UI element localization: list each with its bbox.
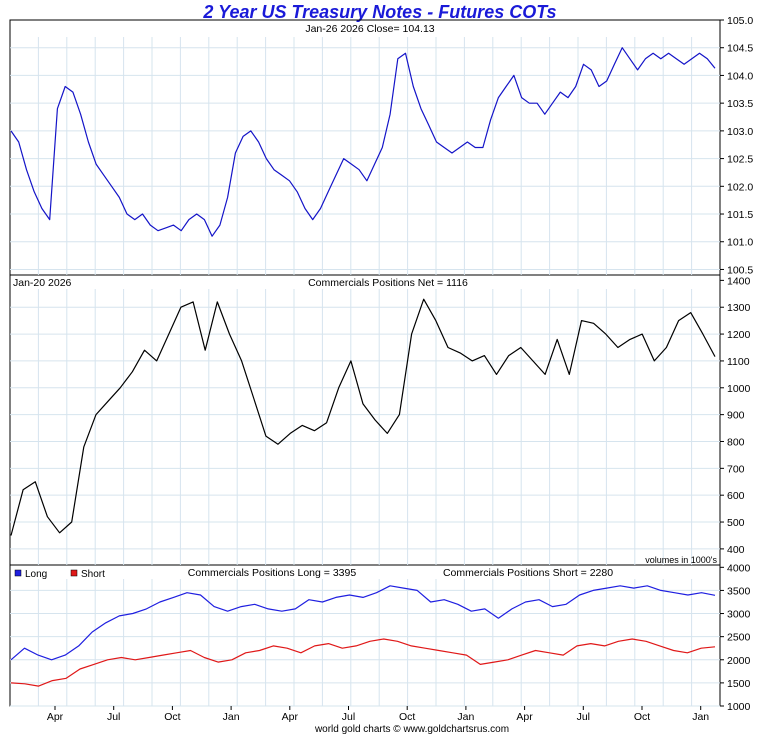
x-tick-label: Jan (223, 711, 240, 723)
long-legend-label: Long (25, 569, 47, 580)
y-tick-label: 104.5 (727, 43, 753, 55)
x-tick-label: Jul (577, 711, 590, 723)
long-legend-swatch (14, 569, 22, 577)
long-header: Commercials Positions Long = 3395 (188, 567, 357, 579)
y-tick-label: 103.0 (727, 126, 753, 138)
y-tick-label: 1200 (727, 329, 751, 341)
y-tick-labels: 105.0 104.5 104.0 103.5 103.0 102.5 102.0 101.5… (720, 15, 753, 713)
longshort-panel-frame (9, 564, 721, 707)
x-tick-label: Apr (516, 711, 533, 723)
net-date-label: Jan-20 2026 (13, 277, 72, 289)
y-tick-label: 700 (727, 463, 745, 475)
y-tick-label: 400 (727, 544, 745, 556)
x-tick-label: Oct (634, 711, 650, 723)
x-tick-label: Jul (107, 711, 120, 723)
short-line (10, 638, 716, 687)
net-header: Commercials Positions Net = 1116 (308, 277, 468, 289)
x-tick-label: Jan (457, 711, 474, 723)
y-tick-label: 104.0 (727, 70, 753, 82)
x-tick-label: Apr (282, 711, 299, 723)
y-tick-label: 900 (727, 410, 745, 422)
chart-title: 2 Year US Treasury Notes - Futures COTs (203, 2, 557, 22)
y-tick-label: 1100 (727, 356, 750, 368)
series-lines (10, 47, 716, 687)
x-tick-labels: Apr Jul Oct Jan Apr Jul Oct Jan Apr Jul Oct Jan (47, 706, 709, 723)
y-tick-label: 4000 (727, 562, 751, 574)
y-tick-label: 1000 (727, 701, 751, 713)
y-tick-label: 101.5 (727, 209, 753, 221)
short-header: Commercials Positions Short = 2280 (443, 567, 613, 579)
y-tick-label: 101.0 (727, 237, 753, 249)
x-tick-label: Oct (164, 711, 180, 723)
x-tick-label: Apr (47, 711, 64, 723)
y-tick-label: 600 (727, 490, 745, 502)
grid-lines (10, 37, 720, 707)
short-legend-label: Short (81, 569, 105, 580)
y-tick-label: 100.5 (727, 264, 753, 276)
price-header: Jan-26 2026 Close= 104.13 (305, 23, 434, 35)
net-line (10, 298, 716, 536)
y-tick-label: 102.5 (727, 154, 753, 166)
x-tick-label: Jan (692, 711, 709, 723)
volumes-note: volumes in 1000's (645, 555, 717, 565)
y-tick-label: 1400 (727, 275, 751, 287)
y-tick-label: 103.5 (727, 98, 753, 110)
y-tick-label: 3500 (727, 585, 751, 597)
price-line (10, 47, 716, 237)
y-tick-label: 2500 (727, 632, 751, 644)
x-tick-label: Oct (399, 711, 415, 723)
y-tick-label: 800 (727, 436, 745, 448)
x-tick-label: Jul (342, 711, 355, 723)
y-tick-label: 105.0 (727, 15, 753, 27)
price-panel-frame (9, 19, 721, 276)
net-panel-frame (9, 274, 721, 566)
y-tick-label: 1300 (727, 302, 751, 314)
long-line (10, 585, 716, 661)
y-tick-label: 1500 (727, 678, 751, 690)
short-legend-swatch (70, 569, 78, 577)
y-tick-label: 2000 (727, 655, 751, 667)
y-tick-label: 500 (727, 517, 745, 529)
footer-credit: world gold charts © www.goldchartsrus.co… (314, 724, 509, 735)
y-tick-label: 1000 (727, 383, 751, 395)
y-tick-label: 3000 (727, 609, 751, 621)
y-tick-label: 102.0 (727, 181, 753, 193)
